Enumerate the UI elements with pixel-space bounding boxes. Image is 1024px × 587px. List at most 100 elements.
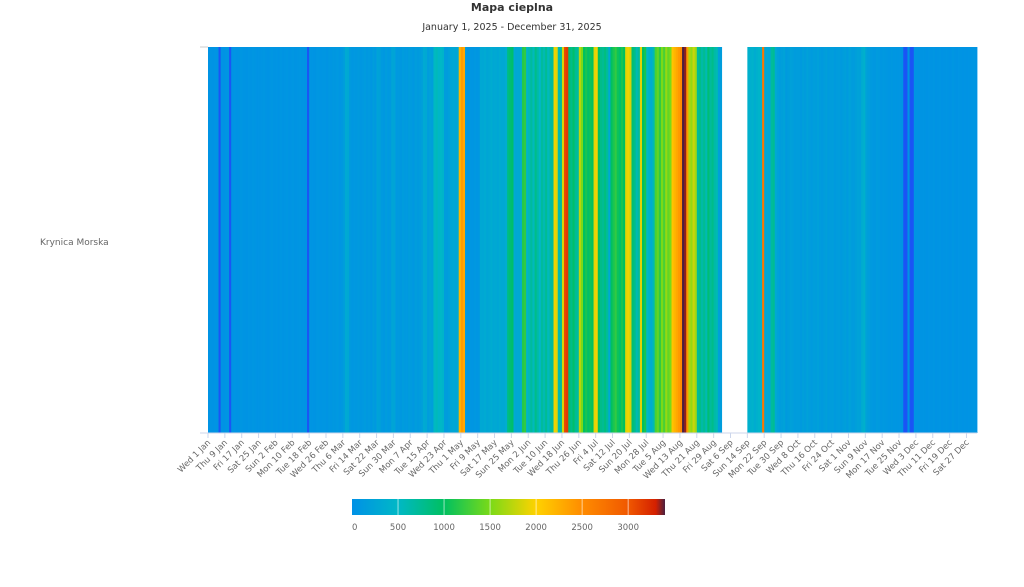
heatmap-cell[interactable] [532, 47, 535, 433]
heatmap-cell[interactable] [880, 47, 883, 433]
heatmap-cell[interactable] [770, 47, 774, 433]
heatmap-cell[interactable] [576, 47, 580, 433]
heatmap-cell[interactable] [483, 47, 487, 433]
heatmap-cell[interactable] [433, 47, 436, 433]
heatmap-cell[interactable] [342, 47, 346, 433]
heatmap-cell[interactable] [964, 47, 967, 433]
heatmap-cell[interactable] [738, 47, 742, 433]
heatmap-cell[interactable] [806, 47, 809, 433]
heatmap-cell[interactable] [589, 47, 592, 433]
heatmap-cell[interactable] [627, 47, 630, 433]
heatmap-cell[interactable] [477, 47, 481, 433]
heatmap-cell[interactable] [323, 47, 327, 433]
heatmap-cell[interactable] [648, 47, 651, 433]
heatmap-cell[interactable] [241, 47, 245, 433]
heatmap-cell[interactable] [490, 47, 493, 433]
heatmap-cell[interactable] [382, 47, 386, 433]
heatmap-cell[interactable] [899, 47, 902, 433]
heatmap-cell[interactable] [920, 47, 923, 433]
heatmap-cell[interactable] [915, 47, 919, 433]
heatmap-cell[interactable] [639, 47, 643, 433]
heatmap-cell[interactable] [281, 47, 285, 433]
heatmap-cell[interactable] [859, 47, 862, 433]
heatmap-cell[interactable] [462, 47, 466, 433]
heatmap-cell[interactable] [237, 47, 241, 433]
heatmap-cell[interactable] [745, 47, 748, 433]
heatmap-cell[interactable] [336, 47, 340, 433]
heatmap-cell[interactable] [936, 47, 940, 433]
heatmap-cell[interactable] [370, 47, 373, 433]
heatmap-cell[interactable] [709, 47, 712, 433]
heatmap-cell[interactable] [496, 47, 500, 433]
heatmap-cell[interactable] [294, 47, 297, 433]
heatmap-cell[interactable] [694, 47, 698, 433]
heatmap-cell[interactable] [974, 47, 978, 433]
heatmap-cell[interactable] [962, 47, 965, 433]
heatmap-cell[interactable] [266, 47, 270, 433]
heatmap-cell[interactable] [875, 47, 879, 433]
heatmap-cell[interactable] [728, 47, 731, 433]
heatmap-cell[interactable] [300, 47, 304, 433]
heatmap-cell[interactable] [650, 47, 653, 433]
heatmap-cell[interactable] [703, 47, 706, 433]
heatmap-cell[interactable] [671, 47, 675, 433]
heatmap-cell[interactable] [842, 47, 845, 433]
heatmap-cell[interactable] [363, 47, 367, 433]
heatmap-cell[interactable] [414, 47, 417, 433]
heatmap-cell[interactable] [972, 47, 976, 433]
heatmap-cell[interactable] [804, 47, 807, 433]
heatmap-cell[interactable] [795, 47, 799, 433]
heatmap-cell[interactable] [344, 47, 348, 433]
heatmap-cell[interactable] [606, 47, 609, 433]
heatmap-cell[interactable] [951, 47, 955, 433]
heatmap-cell[interactable] [568, 47, 571, 433]
heatmap-cell[interactable] [877, 47, 881, 433]
heatmap-cell[interactable] [808, 47, 811, 433]
heatmap-cell[interactable] [524, 47, 527, 433]
heatmap-cell[interactable] [783, 47, 786, 433]
heatmap-cell[interactable] [753, 47, 757, 433]
heatmap-cell[interactable] [515, 47, 519, 433]
heatmap-cell[interactable] [226, 47, 230, 433]
heatmap-cell[interactable] [781, 47, 784, 433]
heatmap-cell[interactable] [692, 47, 696, 433]
heatmap-cell[interactable] [667, 47, 670, 433]
heatmap-cell[interactable] [690, 47, 693, 433]
heatmap-cell[interactable] [233, 47, 236, 433]
heatmap-cell[interactable] [488, 47, 491, 433]
heatmap-cell[interactable] [943, 47, 946, 433]
heatmap-cell[interactable] [389, 47, 392, 433]
heatmap-cell[interactable] [903, 47, 906, 433]
heatmap-cell[interactable] [665, 47, 668, 433]
heatmap-cell[interactable] [439, 47, 443, 433]
heatmap-cell[interactable] [452, 47, 455, 433]
heatmap-cell[interactable] [625, 47, 628, 433]
heatmap-cell[interactable] [288, 47, 291, 433]
heatmap-cell[interactable] [298, 47, 302, 433]
heatmap-cell[interactable] [399, 47, 403, 433]
heatmap-cell[interactable] [802, 47, 805, 433]
heatmap-cell[interactable] [264, 47, 268, 433]
heatmap-cell[interactable] [557, 47, 561, 433]
heatmap-cell[interactable] [422, 47, 426, 433]
heatmap-cell[interactable] [635, 47, 639, 433]
heatmap-cell[interactable] [823, 47, 826, 433]
heatmap-cell[interactable] [911, 47, 915, 433]
heatmap-cell[interactable] [328, 47, 331, 433]
heatmap-cell[interactable] [302, 47, 306, 433]
heatmap-cell[interactable] [896, 47, 900, 433]
heatmap-cell[interactable] [719, 47, 723, 433]
heatmap-cell[interactable] [578, 47, 582, 433]
heatmap-cell[interactable] [304, 47, 308, 433]
heatmap-cell[interactable] [863, 47, 866, 433]
heatmap-cell[interactable] [229, 47, 232, 433]
heatmap-cell[interactable] [616, 47, 620, 433]
heatmap-cell[interactable] [846, 47, 849, 433]
heatmap-cell[interactable] [776, 47, 780, 433]
heatmap-cell[interactable] [618, 47, 622, 433]
heatmap-cell[interactable] [353, 47, 356, 433]
heatmap-cell[interactable] [252, 47, 255, 433]
heatmap-cell[interactable] [313, 47, 316, 433]
heatmap-cell[interactable] [511, 47, 514, 433]
heatmap-cell[interactable] [296, 47, 299, 433]
